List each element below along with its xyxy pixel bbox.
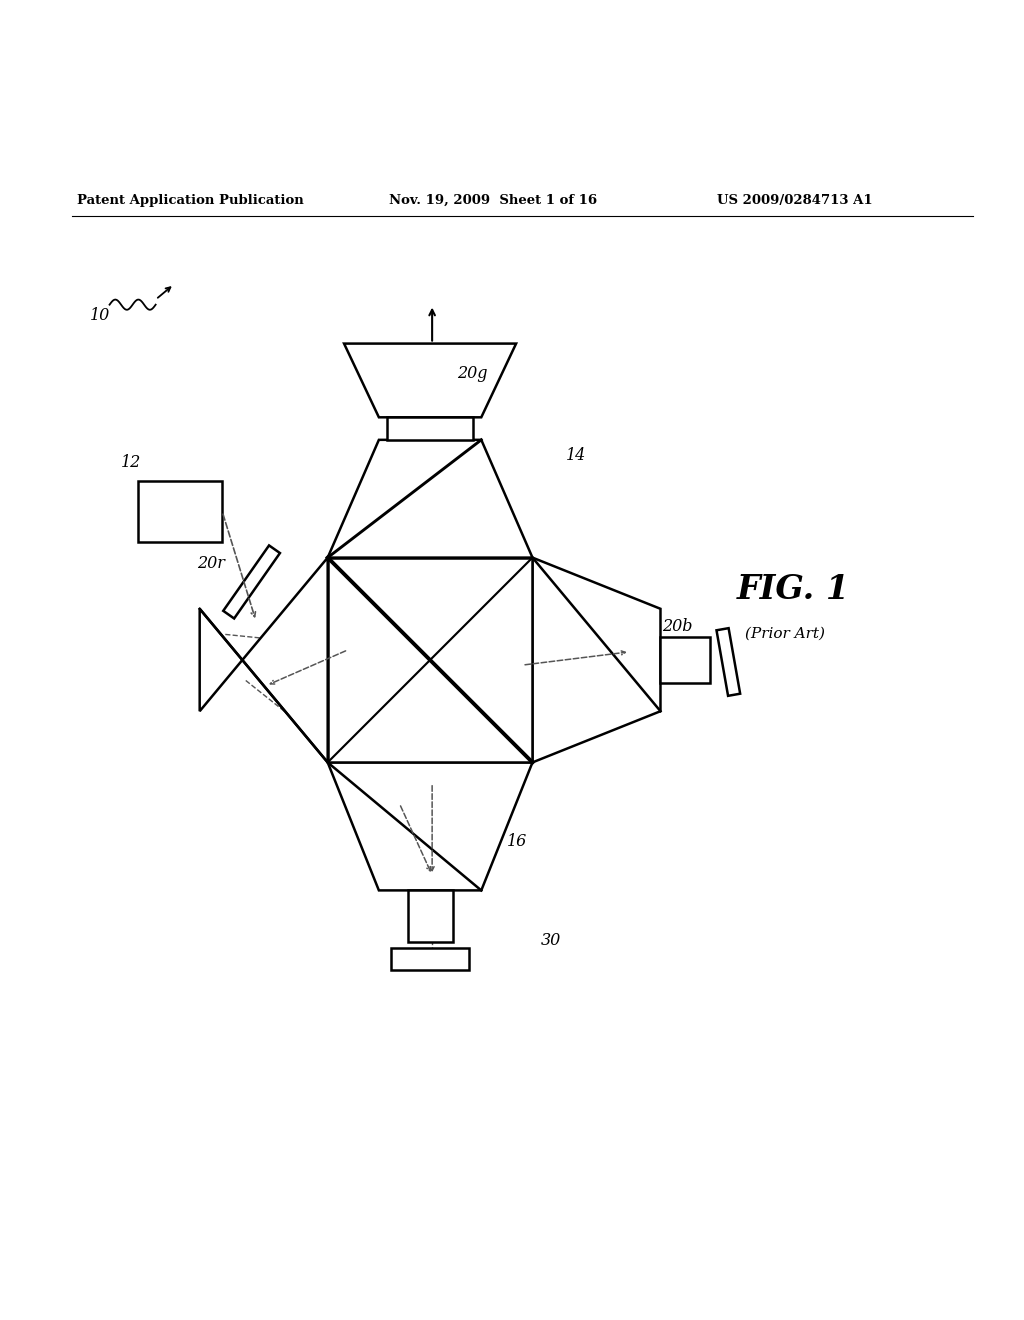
Text: FIG. 1: FIG. 1 (737, 573, 850, 606)
Text: 20r: 20r (197, 554, 224, 572)
Text: (Prior Art): (Prior Art) (745, 627, 825, 640)
Text: 30: 30 (541, 932, 561, 949)
Bar (387, 417, 473, 440)
Polygon shape (328, 440, 532, 557)
Text: Patent Application Publication: Patent Application Publication (77, 194, 303, 207)
Polygon shape (328, 763, 532, 891)
Bar (660, 638, 710, 682)
Bar (223, 545, 280, 619)
Bar (391, 948, 469, 970)
Text: 20g: 20g (457, 366, 487, 383)
Bar (408, 891, 453, 941)
Bar (138, 480, 222, 543)
Polygon shape (200, 557, 328, 763)
Polygon shape (344, 343, 516, 417)
Text: 16: 16 (507, 833, 527, 850)
Text: 20b: 20b (663, 618, 693, 635)
Bar (328, 557, 532, 763)
Text: Nov. 19, 2009  Sheet 1 of 16: Nov. 19, 2009 Sheet 1 of 16 (389, 194, 597, 207)
Polygon shape (532, 557, 660, 763)
Text: 14: 14 (566, 447, 587, 465)
Bar (717, 628, 740, 696)
Text: US 2009/0284713 A1: US 2009/0284713 A1 (717, 194, 872, 207)
Text: 10: 10 (90, 308, 111, 323)
Text: 12: 12 (121, 454, 141, 471)
